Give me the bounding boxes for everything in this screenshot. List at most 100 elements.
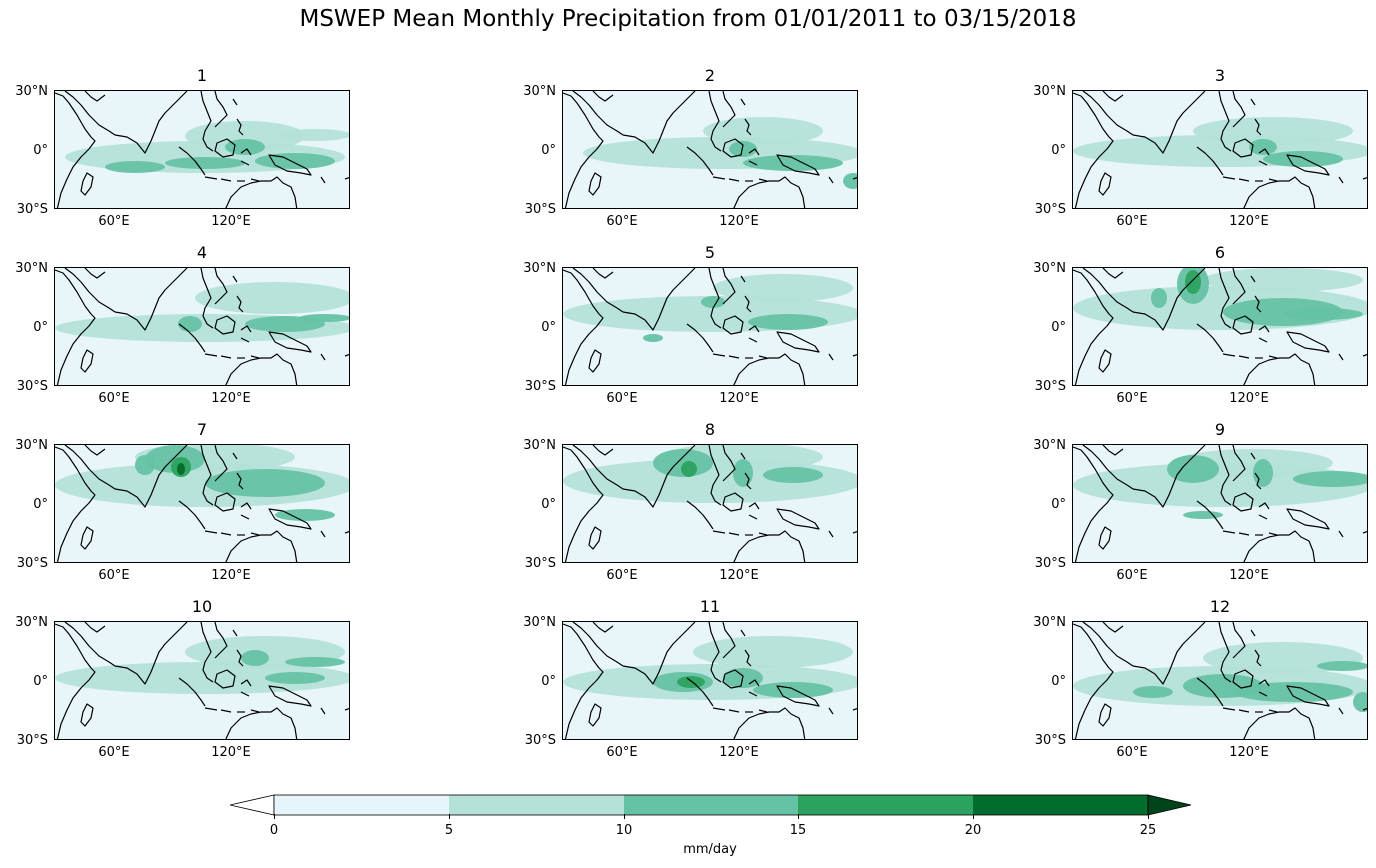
coastline <box>740 629 746 637</box>
longitude-label: 60°E <box>1116 745 1148 760</box>
precipitation-map <box>1072 444 1368 563</box>
coastline <box>268 685 312 707</box>
coastline <box>240 679 252 687</box>
longitude-label: 60°E <box>606 214 638 229</box>
longitude-label: 60°E <box>606 745 638 760</box>
coastline <box>178 146 206 176</box>
map-panel: 10 30°N 0° 30°S 60°E 120°E <box>15 597 350 760</box>
coastline <box>1232 138 1254 158</box>
longitude-label: 120°E <box>211 745 251 760</box>
coastline <box>232 629 238 637</box>
precip-region <box>178 316 202 332</box>
coastline <box>250 532 260 536</box>
longitude-label: 60°E <box>98 214 130 229</box>
panel-title: 12 <box>1209 597 1231 616</box>
coastline <box>64 268 116 313</box>
coastline <box>712 707 726 711</box>
longitude-label: 120°E <box>1229 568 1269 583</box>
coastline <box>1250 275 1256 283</box>
coastline <box>744 472 752 490</box>
coastline <box>55 446 96 562</box>
coastline <box>588 349 602 373</box>
coastline <box>204 707 218 711</box>
coastline <box>344 177 349 180</box>
longitude-label: 60°E <box>1116 568 1148 583</box>
latitude-label: 30°S <box>16 202 48 217</box>
precip-region <box>1167 455 1219 483</box>
panel-title: 1 <box>196 66 208 85</box>
coastline <box>1102 91 1124 102</box>
coastline <box>1222 707 1236 711</box>
coastline <box>748 691 758 697</box>
precip-region <box>279 129 349 141</box>
precip-region <box>1317 661 1367 671</box>
coastline <box>214 492 236 512</box>
coastline <box>240 160 250 166</box>
coastline <box>1082 622 1134 667</box>
precip-region <box>177 463 185 475</box>
precip-region <box>713 274 853 302</box>
precip-region <box>185 121 305 151</box>
precip-region <box>195 282 349 314</box>
colorbar-bin-20-25 <box>973 795 1148 815</box>
precip-region <box>733 459 753 487</box>
coastline <box>1268 178 1278 182</box>
coastline <box>214 138 236 158</box>
coastline <box>214 315 236 335</box>
latitude-label: 30°N <box>1033 615 1066 630</box>
precip-region <box>643 334 663 342</box>
coastline <box>1286 508 1330 530</box>
coastline <box>220 355 232 359</box>
coastline <box>236 118 244 136</box>
coastline <box>563 269 604 385</box>
latitude-label: 30°N <box>15 615 48 630</box>
coastline <box>592 91 614 102</box>
coastline <box>200 268 214 329</box>
coastline <box>733 353 806 385</box>
coastline <box>1098 703 1112 727</box>
coastline <box>740 98 746 106</box>
coastline <box>744 649 752 667</box>
coastline <box>852 177 857 180</box>
coastline <box>1238 709 1250 713</box>
latitude-label: 30°S <box>524 733 556 748</box>
coastline <box>1222 176 1236 180</box>
latitude-label: 30°S <box>16 733 48 748</box>
coastline <box>84 622 106 633</box>
coastline <box>64 91 116 136</box>
precipitation-map <box>562 621 858 740</box>
latitude-label: 30°N <box>523 615 556 630</box>
latitude-label: 30°S <box>524 556 556 571</box>
colorbar-tick-mark <box>1148 814 1149 819</box>
coastline <box>1254 649 1262 667</box>
precip-region <box>653 449 713 477</box>
precip-region <box>285 657 345 667</box>
coastline <box>1338 707 1344 715</box>
panel-title: 8 <box>704 420 716 439</box>
precip-region <box>1353 692 1367 712</box>
latitude-label: 30°N <box>15 438 48 453</box>
coastline <box>776 331 820 353</box>
latitude-label: 0° <box>541 674 556 689</box>
coastline <box>204 353 218 357</box>
coastline <box>563 623 604 739</box>
colorbar-tick-label: 0 <box>269 823 279 838</box>
colorbar-tick-label: 25 <box>1139 823 1157 838</box>
coastline <box>268 508 312 530</box>
longitude-label: 120°E <box>1229 391 1269 406</box>
coastline <box>1238 532 1250 536</box>
coastline <box>1258 514 1268 520</box>
coastline <box>1098 526 1112 550</box>
longitude-label: 60°E <box>1116 391 1148 406</box>
longitude-label: 60°E <box>606 568 638 583</box>
coastline <box>748 337 758 343</box>
coastline <box>240 514 250 520</box>
coastline <box>1132 268 1206 331</box>
coastline <box>1098 349 1112 373</box>
precip-region <box>1253 459 1273 487</box>
coastline <box>220 178 232 182</box>
coastline <box>708 622 722 683</box>
coastline <box>204 530 218 534</box>
coastline <box>1232 315 1254 335</box>
coastline <box>236 472 244 490</box>
